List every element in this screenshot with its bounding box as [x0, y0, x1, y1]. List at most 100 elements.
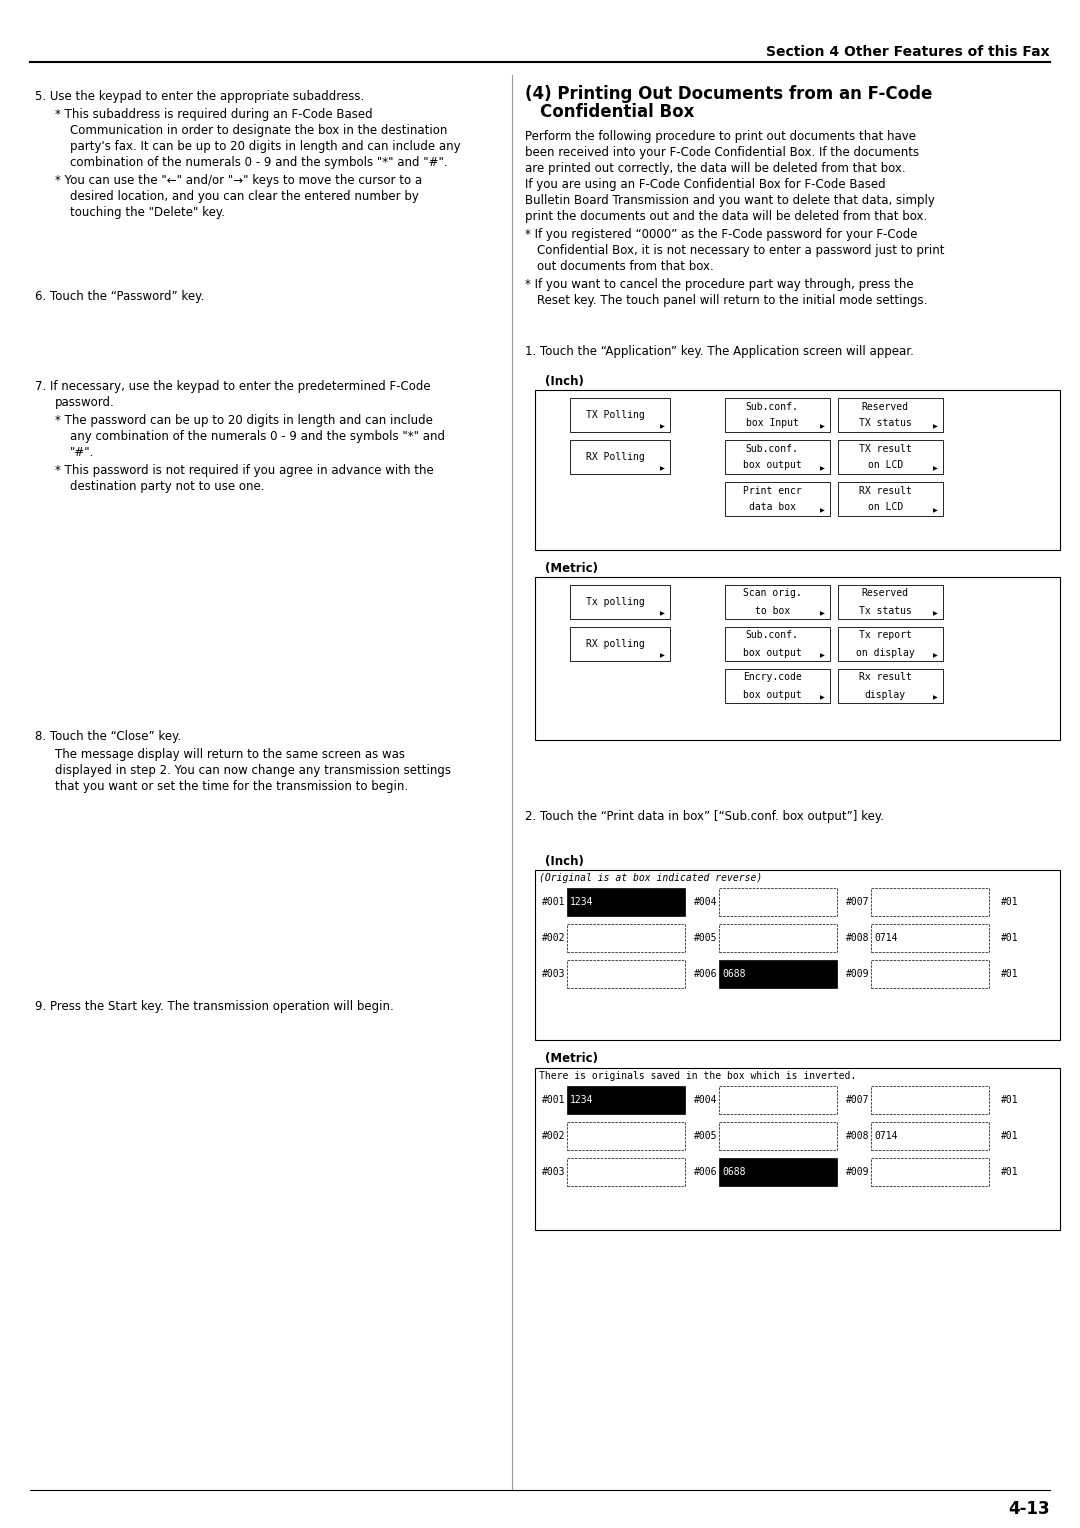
- Text: * This subaddress is required during an F-Code Based: * This subaddress is required during an …: [55, 108, 373, 121]
- Text: on display: on display: [855, 648, 915, 657]
- Text: 4-13: 4-13: [1009, 1500, 1050, 1517]
- Text: ▶: ▶: [660, 611, 665, 616]
- Text: #01: #01: [1001, 897, 1020, 908]
- Bar: [719, 1158, 837, 1186]
- Bar: [838, 440, 943, 474]
- Text: Confidential Box, it is not necessary to enter a password just to print: Confidential Box, it is not necessary to…: [537, 244, 945, 257]
- Text: (Inch): (Inch): [545, 856, 584, 868]
- Text: (Metric): (Metric): [545, 562, 598, 575]
- Bar: [838, 626, 943, 662]
- Bar: [567, 1122, 685, 1151]
- Bar: [719, 924, 837, 952]
- Bar: [870, 960, 989, 989]
- Text: ▶: ▶: [820, 507, 825, 513]
- Text: The message display will return to the same screen as was: The message display will return to the s…: [55, 749, 405, 761]
- Bar: [719, 960, 837, 989]
- Text: Encry.code: Encry.code: [743, 672, 801, 683]
- Bar: [870, 1086, 989, 1114]
- Text: #002: #002: [541, 1131, 565, 1141]
- Bar: [567, 960, 685, 989]
- Text: #007: #007: [846, 1096, 869, 1105]
- Bar: [725, 397, 831, 432]
- Text: Bulletin Board Transmission and you want to delete that data, simply: Bulletin Board Transmission and you want…: [525, 194, 935, 206]
- Text: #008: #008: [846, 934, 869, 943]
- Text: #006: #006: [693, 969, 717, 979]
- Text: combination of the numerals 0 - 9 and the symbols "*" and "#".: combination of the numerals 0 - 9 and th…: [70, 156, 447, 170]
- Text: party's fax. It can be up to 20 digits in length and can include any: party's fax. It can be up to 20 digits i…: [70, 141, 461, 153]
- Text: #003: #003: [541, 1167, 565, 1177]
- Text: box output: box output: [743, 648, 801, 657]
- Text: are printed out correctly, the data will be deleted from that box.: are printed out correctly, the data will…: [525, 162, 906, 176]
- Text: destination party not to use one.: destination party not to use one.: [70, 480, 265, 494]
- Bar: [870, 1158, 989, 1186]
- Text: 1. Touch the “Application” key. The Application screen will appear.: 1. Touch the “Application” key. The Appl…: [525, 345, 914, 358]
- Text: Tx status: Tx status: [859, 605, 912, 616]
- Text: 5. Use the keypad to enter the appropriate subaddress.: 5. Use the keypad to enter the appropria…: [35, 90, 364, 102]
- Text: displayed in step 2. You can now change any transmission settings: displayed in step 2. You can now change …: [55, 764, 451, 778]
- Bar: [567, 1086, 685, 1114]
- Bar: [838, 397, 943, 432]
- Text: ▶: ▶: [933, 611, 939, 616]
- Text: desired location, and you can clear the entered number by: desired location, and you can clear the …: [70, 189, 419, 203]
- Text: 0688: 0688: [723, 1167, 745, 1177]
- Bar: [570, 397, 670, 432]
- Text: #01: #01: [1001, 1167, 1020, 1177]
- Text: ▶: ▶: [820, 652, 825, 659]
- Text: on LCD: on LCD: [867, 503, 903, 512]
- Text: on LCD: on LCD: [867, 460, 903, 471]
- Text: box Input: box Input: [746, 419, 799, 428]
- Text: (4) Printing Out Documents from an F-Code: (4) Printing Out Documents from an F-Cod…: [525, 86, 932, 102]
- Text: 0688: 0688: [723, 969, 745, 979]
- Text: "#".: "#".: [70, 446, 94, 458]
- Text: #009: #009: [846, 1167, 869, 1177]
- Text: ▶: ▶: [660, 466, 665, 471]
- Text: password.: password.: [55, 396, 114, 410]
- Bar: [725, 669, 831, 703]
- Text: Communication in order to designate the box in the destination: Communication in order to designate the …: [70, 124, 447, 138]
- Bar: [570, 585, 670, 619]
- Bar: [838, 481, 943, 516]
- Text: #008: #008: [846, 1131, 869, 1141]
- Text: If you are using an F-Code Confidential Box for F-Code Based: If you are using an F-Code Confidential …: [525, 177, 886, 191]
- Bar: [570, 626, 670, 662]
- Bar: [870, 888, 989, 915]
- Text: Perform the following procedure to print out documents that have: Perform the following procedure to print…: [525, 130, 916, 144]
- Text: Tx report: Tx report: [859, 631, 912, 640]
- Text: 0714: 0714: [874, 934, 897, 943]
- Text: 1234: 1234: [570, 1096, 594, 1105]
- Text: ▶: ▶: [820, 423, 825, 429]
- Bar: [570, 440, 670, 474]
- Text: * This password is not required if you agree in advance with the: * This password is not required if you a…: [55, 465, 434, 477]
- Text: 9. Press the Start key. The transmission operation will begin.: 9. Press the Start key. The transmission…: [35, 999, 394, 1013]
- Bar: [725, 585, 831, 619]
- Text: 7. If necessary, use the keypad to enter the predetermined F-Code: 7. If necessary, use the keypad to enter…: [35, 380, 431, 393]
- Text: There is originals saved in the box which is inverted.: There is originals saved in the box whic…: [539, 1071, 856, 1080]
- Text: Reserved: Reserved: [862, 402, 908, 411]
- Bar: [535, 578, 1059, 740]
- Text: box output: box output: [743, 460, 801, 471]
- Text: (Metric): (Metric): [545, 1051, 598, 1065]
- Text: to box: to box: [755, 605, 789, 616]
- Text: TX status: TX status: [859, 419, 912, 428]
- Text: Confidential Box: Confidential Box: [540, 102, 694, 121]
- Text: #004: #004: [693, 1096, 717, 1105]
- Text: 8. Touch the “Close” key.: 8. Touch the “Close” key.: [35, 730, 181, 743]
- Bar: [719, 1122, 837, 1151]
- Text: Sub.conf.: Sub.conf.: [746, 443, 799, 454]
- Text: #006: #006: [693, 1167, 717, 1177]
- Text: ▶: ▶: [820, 695, 825, 700]
- Text: TX result: TX result: [859, 443, 912, 454]
- Text: RX polling: RX polling: [585, 639, 645, 649]
- Text: #01: #01: [1001, 1096, 1020, 1105]
- Text: touching the "Delete" key.: touching the "Delete" key.: [70, 206, 225, 219]
- Text: display: display: [865, 689, 906, 700]
- Text: #007: #007: [846, 897, 869, 908]
- Bar: [870, 924, 989, 952]
- Text: RX Polling: RX Polling: [585, 452, 645, 461]
- Text: ▶: ▶: [933, 695, 939, 700]
- Bar: [838, 585, 943, 619]
- Bar: [719, 1086, 837, 1114]
- Text: print the documents out and the data will be deleted from that box.: print the documents out and the data wil…: [525, 209, 928, 223]
- Text: Tx polling: Tx polling: [585, 597, 645, 607]
- Text: (Inch): (Inch): [545, 374, 584, 388]
